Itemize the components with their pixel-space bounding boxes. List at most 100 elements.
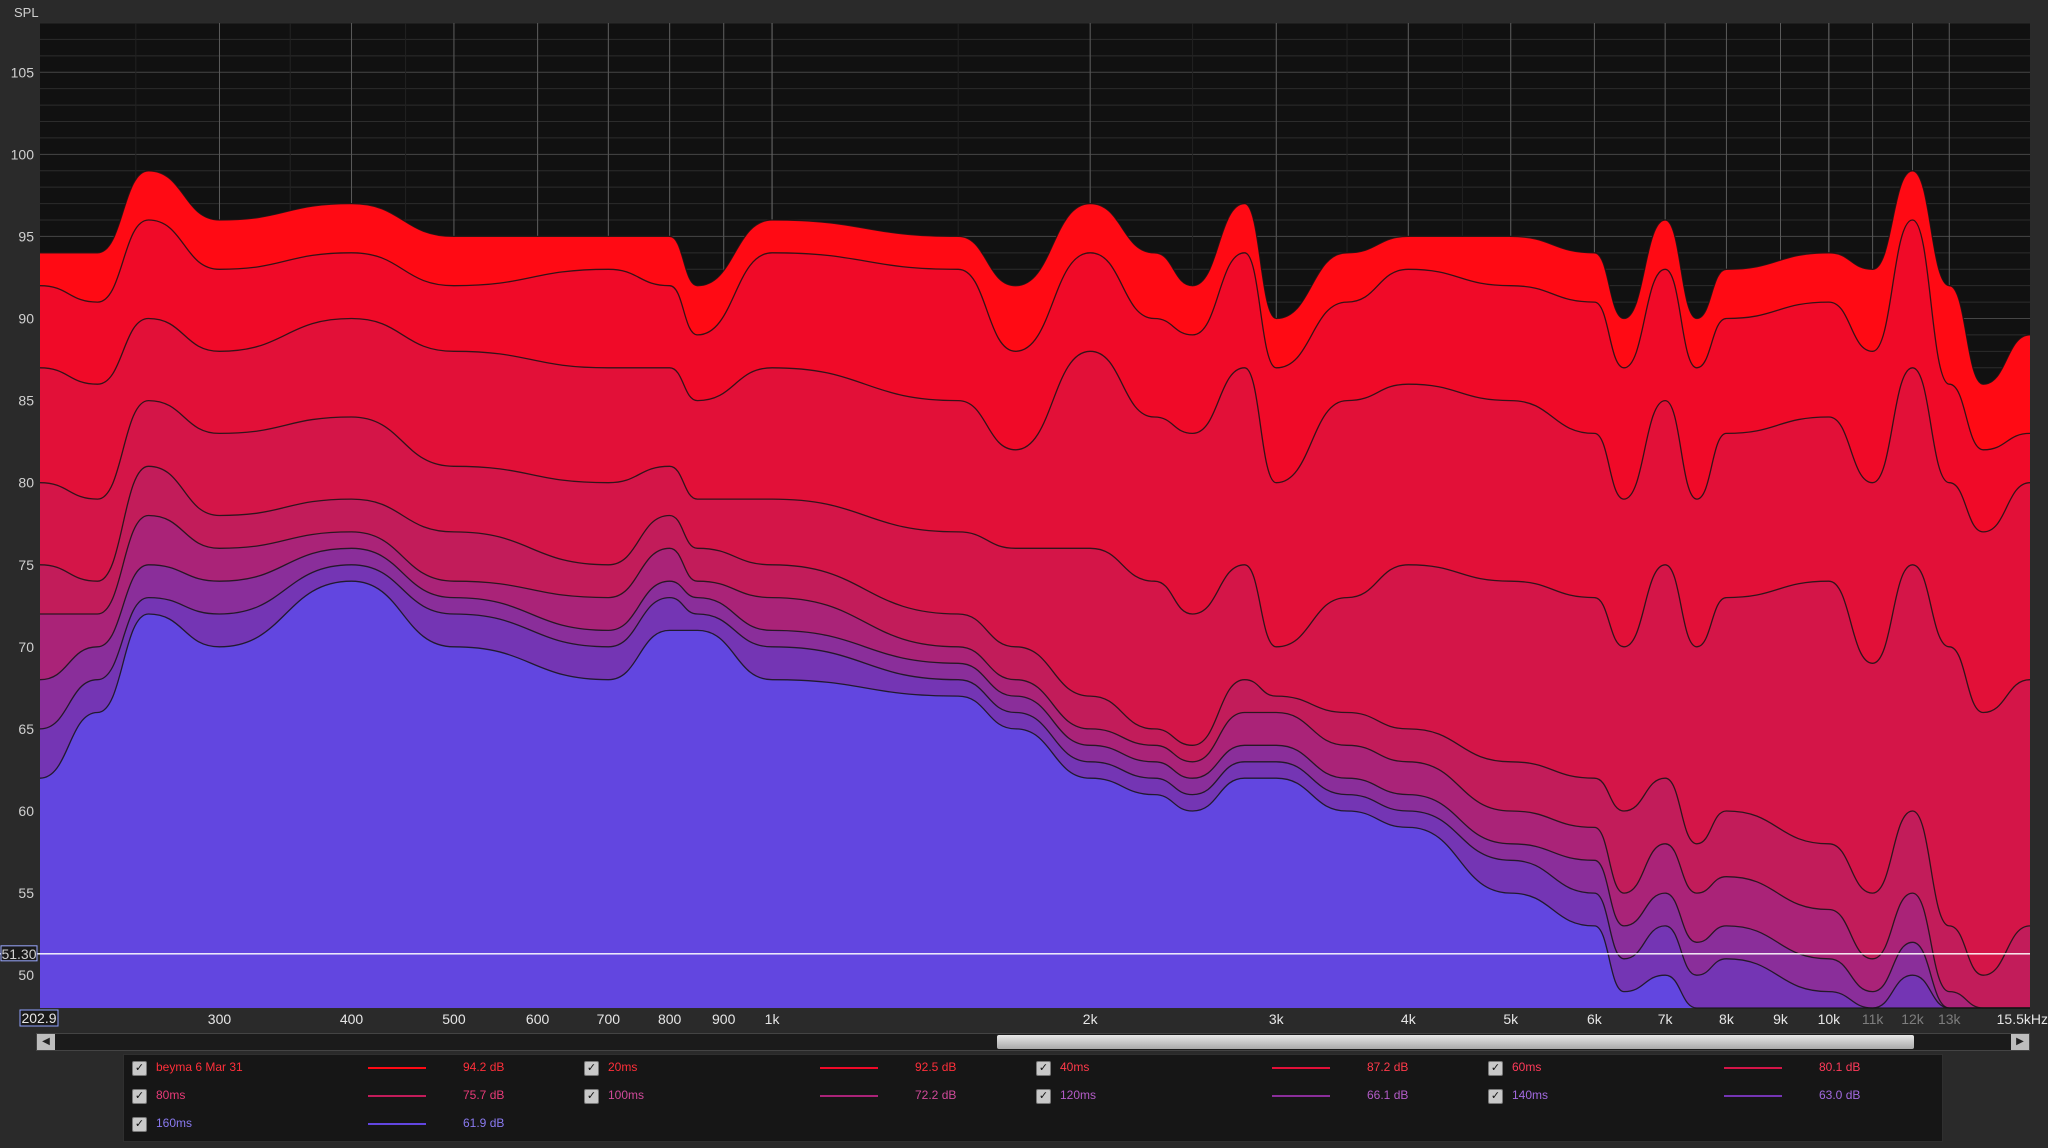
x-tick-label: 9k (1773, 1011, 1789, 1027)
legend-value: 87.2 dB (1367, 1060, 1409, 1074)
legend-checkbox[interactable]: ✓ (1036, 1089, 1051, 1104)
legend-item[interactable]: ✓ 140ms 63.0 dB (1484, 1087, 1924, 1109)
series-line-20ms (39, 219, 2031, 451)
y-tick-label: 60 (18, 803, 34, 819)
cursor-value-box (0, 945, 38, 962)
series-line-120ms (39, 547, 2030, 1009)
legend-checkbox[interactable]: ✓ (1036, 1061, 1051, 1076)
legend-checkbox[interactable]: ✓ (1488, 1089, 1503, 1104)
y-tick-label: 95 (18, 228, 34, 244)
y-tick-label: 85 (18, 393, 34, 409)
legend-swatch-line (1272, 1067, 1330, 1069)
x-tick-label: 12k (1901, 1011, 1925, 1027)
legend-series-name: 40ms (1060, 1060, 1090, 1074)
legend-item[interactable]: ✓ 100ms 72.2 dB (580, 1087, 1020, 1109)
y-tick-label: 105 (11, 64, 35, 80)
legend-value: 80.1 dB (1819, 1060, 1861, 1074)
y-axis: 50 55 60 65 70 75 80 85 90 95 100 105 (11, 64, 35, 983)
y-tick-label: 70 (18, 639, 34, 655)
series-line-140ms (39, 564, 2030, 1009)
legend-series-name: 60ms (1512, 1060, 1542, 1074)
legend-series-name: 100ms (608, 1088, 645, 1102)
x-tick-label: 10k (1818, 1011, 1842, 1027)
x-tick-label: 1k (765, 1011, 781, 1027)
x-start-label: 202.9 (21, 1010, 56, 1026)
legend-value: 63.0 dB (1819, 1088, 1861, 1102)
x-tick-label: 11k (1862, 1011, 1885, 1027)
y-tick-label: 55 (18, 885, 34, 901)
x-tick-label: 500 (442, 1011, 466, 1027)
legend-checkbox[interactable]: ✓ (132, 1061, 147, 1076)
series-line-160ms (39, 580, 2030, 1009)
legend-checkbox[interactable]: ✓ (584, 1061, 599, 1076)
legend-swatch-line (368, 1123, 426, 1125)
legend-checkbox[interactable]: ✓ (1488, 1061, 1503, 1076)
legend-swatch-line (820, 1067, 878, 1069)
series-line-40ms (39, 317, 2031, 533)
y-axis-title: SPL (14, 5, 39, 20)
legend-swatch-line (820, 1095, 878, 1097)
legend-checkbox[interactable]: ✓ (132, 1089, 147, 1104)
legend-series-name: beyma 6 Mar 31 (156, 1060, 243, 1074)
y-tick-label: 50 (18, 967, 34, 983)
legend-value: 72.2 dB (915, 1088, 957, 1102)
spl-chart: 50 55 60 65 70 75 80 85 90 95 100 105 300 400 500 600 7… (0, 5, 2048, 1027)
legend-value: 92.5 dB (915, 1060, 957, 1074)
legend-value: 61.9 dB (463, 1116, 505, 1130)
legend-item[interactable]: ✓ beyma 6 Mar 31 94.2 dB (128, 1059, 568, 1081)
legend-checkbox[interactable]: ✓ (584, 1089, 599, 1104)
legend-swatch-line (1724, 1095, 1782, 1097)
y-tick-label: 65 (18, 721, 34, 737)
horizontal-scrollbar[interactable]: ◀ ▶ (36, 1033, 2030, 1051)
x-tick-label: 800 (658, 1011, 682, 1027)
x-tick-label: 2k (1083, 1011, 1099, 1027)
legend-item[interactable]: ✓ 40ms 87.2 dB (1032, 1059, 1472, 1081)
x-tick-label: 600 (526, 1011, 550, 1027)
x-tick-label: 5k (1503, 1011, 1519, 1027)
legend-swatch-line (1724, 1067, 1782, 1069)
legend-swatch-line (368, 1095, 426, 1097)
x-axis: 300 400 500 600 700 800 900 1k 2k 3k 4k 5k 6k 7k 8k 9k 1… (208, 1011, 2048, 1027)
arrow-left-icon[interactable]: ◀ (37, 1034, 55, 1050)
legend-value: 75.7 dB (463, 1088, 505, 1102)
x-tick-label: 4k (1401, 1011, 1417, 1027)
series-outlines (39, 170, 2031, 1009)
legend-panel: ✓ beyma 6 Mar 31 94.2 dB ✓ 20ms 92.5 dB ✓ 40ms 8… (123, 1054, 1943, 1142)
x-tick-label: 7k (1658, 1011, 1674, 1027)
y-tick-label: 100 (11, 146, 35, 162)
legend-item[interactable]: ✓ 160ms 61.9 dB (128, 1115, 568, 1137)
legend-swatch-line (368, 1067, 426, 1069)
x-tick-label: 3k (1269, 1011, 1285, 1027)
arrow-right-icon[interactable]: ▶ (2011, 1034, 2029, 1050)
series-areas (40, 170, 2030, 1009)
x-tick-label: 15.5kHz (1997, 1011, 2048, 1027)
series-line-60ms (39, 399, 2031, 714)
legend-item[interactable]: ✓ 20ms 92.5 dB (580, 1059, 1020, 1081)
x-tick-label: 300 (208, 1011, 232, 1027)
series-line-beyma-6-mar-31 (40, 170, 2031, 385)
legend-series-name: 80ms (156, 1088, 186, 1102)
x-tick-label: 6k (1587, 1011, 1603, 1027)
legend-series-name: 20ms (608, 1060, 638, 1074)
series-area-160ms (40, 581, 2030, 1008)
legend-value: 66.1 dB (1367, 1088, 1409, 1102)
legend-item[interactable]: ✓ 60ms 80.1 dB (1484, 1059, 1924, 1081)
legend-value: 94.2 dB (463, 1060, 505, 1074)
legend-series-name: 140ms (1512, 1088, 1549, 1102)
x-tick-label: 700 (597, 1011, 621, 1027)
scrollbar-thumb[interactable] (997, 1035, 1914, 1049)
x-start-box (19, 1009, 59, 1027)
legend-item[interactable]: ✓ 80ms 75.7 dB (128, 1087, 568, 1109)
x-tick-label: 8k (1719, 1011, 1735, 1027)
x-tick-label: 13k (1938, 1011, 1962, 1027)
y-tick-label: 90 (18, 311, 34, 327)
legend-series-name: 120ms (1060, 1088, 1097, 1102)
legend-item[interactable]: ✓ 120ms 66.1 dB (1032, 1087, 1472, 1109)
series-line-80ms (39, 465, 2031, 976)
y-tick-label: 75 (18, 557, 34, 573)
x-tick-label: 400 (340, 1011, 364, 1027)
legend-checkbox[interactable]: ✓ (132, 1117, 147, 1132)
x-tick-label: 900 (712, 1011, 736, 1027)
series-line-100ms (39, 514, 2030, 1009)
cursor-value-label: 51.30 (1, 946, 36, 962)
